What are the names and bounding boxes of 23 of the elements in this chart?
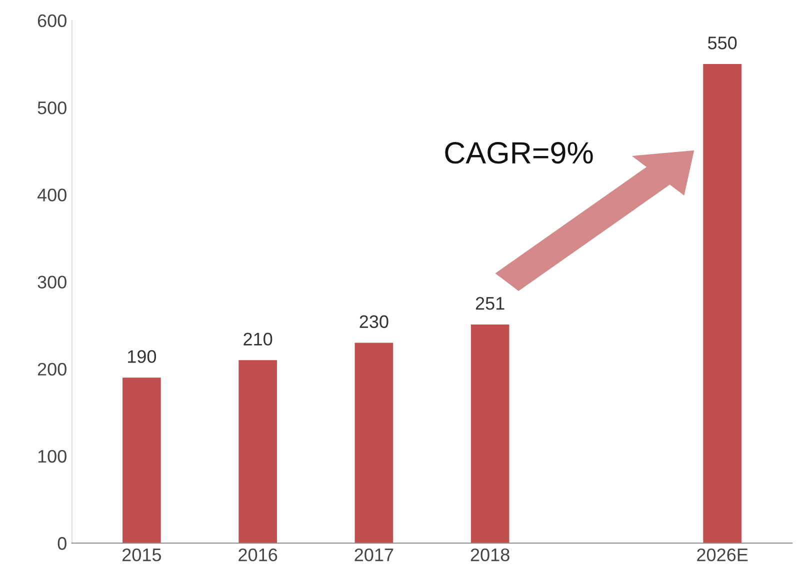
y-tick-label: 0 xyxy=(58,537,66,550)
data-label: 210 xyxy=(244,332,272,346)
x-tick-label: 2017 xyxy=(354,548,394,562)
y-tick-label: 100 xyxy=(38,450,66,463)
data-label: 550 xyxy=(708,36,737,50)
bar xyxy=(238,360,277,544)
annotation: CAGR=9% xyxy=(445,142,593,164)
x-tick-label: 2015 xyxy=(122,548,162,562)
bar xyxy=(703,64,742,544)
bar xyxy=(122,378,161,544)
bar xyxy=(354,342,394,544)
y-tick-label: 400 xyxy=(37,188,66,202)
data-label: 251 xyxy=(476,297,504,310)
data-label: 230 xyxy=(360,315,388,328)
y-tick-label: 200 xyxy=(38,362,66,376)
x-tick-label: 2018 xyxy=(470,548,510,562)
y-tick-label: 300 xyxy=(38,276,66,288)
data-label: 190 xyxy=(128,350,156,363)
x-tick-label: 2016 xyxy=(238,548,278,562)
bar xyxy=(470,324,510,544)
x-tick-label: 2026E xyxy=(697,548,748,562)
y-tick-label: 500 xyxy=(38,101,66,114)
y-tick-label: 600 xyxy=(38,14,66,28)
